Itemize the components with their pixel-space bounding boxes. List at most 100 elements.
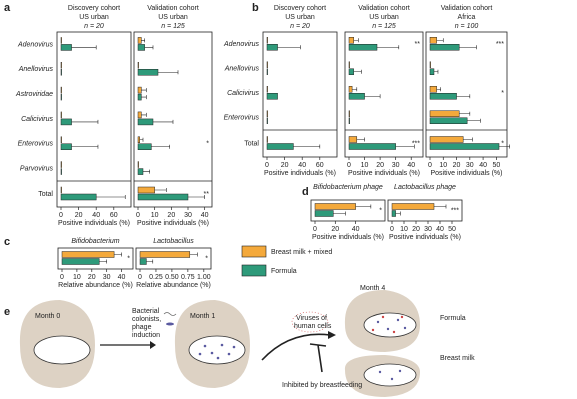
error-bar: [141, 38, 145, 43]
error-bar: [356, 137, 365, 142]
x-axis-label: Positive individuals (%): [58, 220, 130, 227]
error-bar: [96, 195, 126, 199]
x-tick-label: 10: [73, 274, 81, 281]
error-bar: [189, 252, 198, 257]
chart-title: Validation cohort: [441, 5, 493, 12]
chart-title: Discovery cohort: [68, 5, 120, 12]
x-tick-label: 40: [118, 274, 126, 281]
bar: [348, 44, 378, 51]
bar: [60, 44, 72, 51]
error-bar: [114, 252, 122, 257]
bar: [266, 61, 268, 68]
error-bar: [151, 144, 170, 149]
microbes: [376, 318, 407, 331]
plot-frame: [387, 199, 463, 222]
arrow-head: [328, 331, 336, 339]
error-bar: [143, 169, 150, 174]
error-bar: [293, 144, 321, 149]
significance: *: [205, 255, 208, 262]
x-tick-label: 50: [492, 162, 500, 169]
x-tick-label: 10: [439, 162, 447, 169]
chart-title: Lactobacillus phage: [394, 184, 456, 191]
bar: [429, 68, 435, 75]
bar: [266, 68, 268, 75]
chart-title: Discovery cohort: [274, 5, 326, 12]
x-tick-label: 30: [392, 162, 400, 169]
panel-label: a: [4, 2, 11, 14]
x-tick-label: 30: [184, 212, 192, 219]
chart-title: Validation cohort: [147, 5, 199, 12]
bacteria-icon: [166, 322, 174, 326]
chart-n: n = 100: [455, 23, 479, 30]
diagram-label: Inhibited by breastfeeding: [282, 382, 362, 389]
x-tick-label: 40: [298, 162, 306, 169]
bar: [348, 68, 354, 75]
bar: [60, 86, 62, 94]
x-axis-label: Positive individuals (%): [431, 170, 503, 177]
bar: [137, 37, 142, 44]
category-label: Anellovirus: [18, 66, 54, 73]
error-bar: [141, 88, 147, 93]
error-bar: [456, 94, 471, 99]
x-tick-label: 40: [479, 162, 487, 169]
x-tick-label: 0.75: [181, 274, 195, 281]
x-tick-label: 1.00: [197, 274, 211, 281]
bar: [139, 258, 147, 265]
bar: [60, 111, 62, 119]
x-tick-label: 0.25: [149, 274, 163, 281]
x-tick-label: 20: [376, 162, 384, 169]
error-bar: [353, 69, 362, 74]
bar: [266, 110, 268, 117]
plot-frame: [57, 247, 134, 270]
chart-subtitle: US urban: [79, 14, 109, 21]
bar: [60, 161, 62, 168]
error-bar: [459, 45, 477, 50]
x-tick-label: 0.50: [165, 274, 179, 281]
bar: [429, 136, 464, 143]
bar: [348, 143, 396, 150]
x-tick-label: 40: [436, 226, 444, 233]
x-tick-label: 20: [281, 162, 289, 169]
error-bar: [463, 137, 473, 142]
x-axis-label: Relative abundance (%): [136, 282, 211, 289]
diagram-label: Formula: [440, 315, 466, 322]
bar: [391, 203, 435, 210]
x-tick-label: 20: [453, 162, 461, 169]
category-label: Total: [38, 191, 53, 198]
chart-title: Validation cohort: [358, 5, 410, 12]
gut: [363, 312, 417, 338]
error-bar: [188, 195, 205, 199]
chart-n: n = 20: [290, 23, 310, 30]
error-bar: [395, 211, 401, 216]
significance: *: [501, 90, 504, 97]
bar: [60, 193, 97, 201]
x-tick-label: 40: [352, 226, 360, 233]
error-bar: [353, 38, 359, 43]
chart-title: Lactobacillus: [153, 238, 194, 245]
error-bar: [395, 144, 415, 149]
bar: [266, 86, 268, 93]
plot-frame: [262, 31, 338, 158]
diagram-label: phage: [132, 324, 152, 331]
human-viruses: [371, 315, 404, 334]
plot-frame: [56, 31, 132, 208]
bar: [429, 143, 500, 150]
category-label: Astroviridae: [15, 91, 53, 98]
bar: [137, 168, 144, 175]
plot-frame: [135, 247, 212, 270]
error-bar: [459, 111, 471, 116]
bar: [391, 210, 396, 217]
error-bar: [154, 188, 167, 192]
category-label: Adenovirus: [17, 41, 54, 48]
chart-subtitle: US urban: [285, 14, 315, 21]
x-tick-label: 20: [75, 212, 83, 219]
error-bar: [434, 204, 447, 209]
x-tick-label: 60: [316, 162, 324, 169]
error-bar: [99, 259, 107, 264]
chart-title: Bifidobacterium: [71, 238, 119, 245]
bar: [137, 136, 140, 143]
diagram-shapes: [19, 290, 420, 397]
chart-n: n = 125: [161, 23, 185, 30]
inhibition-mark: [309, 343, 327, 373]
panel-label: e: [4, 306, 10, 318]
